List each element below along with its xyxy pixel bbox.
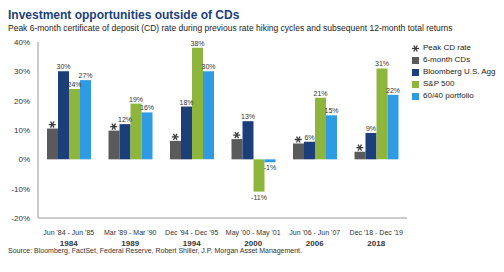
svg-text:Dec '94 - Dec '95: Dec '94 - Dec '95 xyxy=(165,229,218,236)
svg-text:-1%: -1% xyxy=(264,164,276,171)
svg-text:1984: 1984 xyxy=(60,239,78,246)
html-text:Bloomberg U.S. Agg: Bloomberg U.S. Agg xyxy=(423,67,496,76)
html-text:Source: Bloomberg, FactSet, Fe: Source: Bloomberg, FactSet, Federal Rese… xyxy=(8,247,302,254)
svg-text:-20%: -20% xyxy=(11,214,30,223)
svg-text:1994: 1994 xyxy=(183,239,201,246)
svg-text:-10%: -10% xyxy=(11,185,30,194)
svg-text:20%: 20% xyxy=(14,97,30,106)
svg-text:Jun '84 - Jun '85: Jun '84 - Jun '85 xyxy=(43,229,94,236)
svg-text:1989: 1989 xyxy=(121,239,139,246)
svg-text:12%: 12% xyxy=(118,116,132,123)
svg-text:18%: 18% xyxy=(179,99,193,106)
svg-text:2000: 2000 xyxy=(244,239,262,246)
svg-text:16%: 16% xyxy=(140,104,154,111)
svg-text:30%: 30% xyxy=(56,63,70,70)
html-text:60/40 portfolio: 60/40 portfolio xyxy=(423,91,474,100)
svg-text:24%: 24% xyxy=(67,81,81,88)
svg-text:2018: 2018 xyxy=(367,239,385,246)
svg-text:6%: 6% xyxy=(304,134,314,141)
svg-text:30%: 30% xyxy=(201,63,215,70)
html-text:Investment opportunities outsi: Investment opportunities outside of CDs xyxy=(8,8,240,22)
svg-text:15%: 15% xyxy=(324,107,338,114)
svg-text:Mar '89 - Mar '90: Mar '89 - Mar '90 xyxy=(104,229,157,236)
svg-text:21%: 21% xyxy=(313,90,327,97)
svg-text:0%: 0% xyxy=(18,155,30,164)
svg-text:19%: 19% xyxy=(129,96,143,103)
svg-text:13%: 13% xyxy=(241,113,255,120)
html-text:6-month CDs: 6-month CDs xyxy=(423,55,471,64)
html-text:Peak CD rate: Peak CD rate xyxy=(423,43,471,52)
svg-text:40%: 40% xyxy=(14,38,30,47)
svg-text:9%: 9% xyxy=(366,125,376,132)
svg-text:38%: 38% xyxy=(190,40,204,47)
svg-text:Jun '06 - Jun '07: Jun '06 - Jun '07 xyxy=(289,229,340,236)
html-text:Peak 6-month certificate of de: Peak 6-month certificate of deposit (CD)… xyxy=(8,23,453,33)
svg-text:May '00 - May '01: May '00 - May '01 xyxy=(226,229,281,237)
svg-text:2006: 2006 xyxy=(306,239,324,246)
svg-text:27%: 27% xyxy=(78,72,92,79)
html-text:S&P 500: S&P 500 xyxy=(423,79,455,88)
svg-text:-11%: -11% xyxy=(251,194,267,201)
svg-text:22%: 22% xyxy=(386,87,400,94)
svg-text:10%: 10% xyxy=(14,126,30,135)
svg-text:30%: 30% xyxy=(14,67,30,76)
svg-text:Dec '18 - Dec '19: Dec '18 - Dec '19 xyxy=(350,229,403,236)
svg-text:31%: 31% xyxy=(375,60,389,67)
